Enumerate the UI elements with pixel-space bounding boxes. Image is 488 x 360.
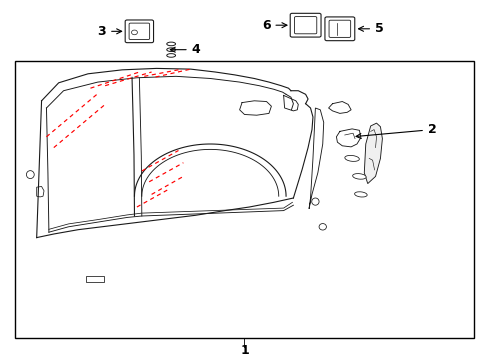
Ellipse shape bbox=[354, 192, 366, 197]
Text: 4: 4 bbox=[170, 43, 200, 56]
Text: 5: 5 bbox=[358, 22, 383, 35]
Polygon shape bbox=[37, 186, 44, 197]
FancyBboxPatch shape bbox=[290, 13, 321, 37]
Ellipse shape bbox=[166, 48, 175, 51]
Text: 3: 3 bbox=[97, 25, 122, 38]
FancyBboxPatch shape bbox=[125, 20, 153, 42]
Text: 1: 1 bbox=[240, 345, 248, 357]
Ellipse shape bbox=[344, 156, 359, 161]
Ellipse shape bbox=[166, 42, 175, 46]
Text: 2: 2 bbox=[355, 123, 436, 139]
Ellipse shape bbox=[26, 171, 34, 179]
Ellipse shape bbox=[166, 54, 175, 57]
Polygon shape bbox=[364, 123, 382, 184]
FancyBboxPatch shape bbox=[328, 20, 350, 37]
Bar bbox=[15, 61, 473, 338]
Text: 6: 6 bbox=[261, 19, 286, 32]
Polygon shape bbox=[308, 108, 323, 209]
Ellipse shape bbox=[311, 198, 319, 205]
Ellipse shape bbox=[352, 174, 366, 179]
Ellipse shape bbox=[131, 30, 137, 35]
Bar bbox=[85, 276, 104, 282]
FancyBboxPatch shape bbox=[294, 17, 316, 34]
FancyBboxPatch shape bbox=[324, 17, 354, 41]
FancyBboxPatch shape bbox=[129, 23, 149, 40]
Ellipse shape bbox=[318, 224, 326, 230]
